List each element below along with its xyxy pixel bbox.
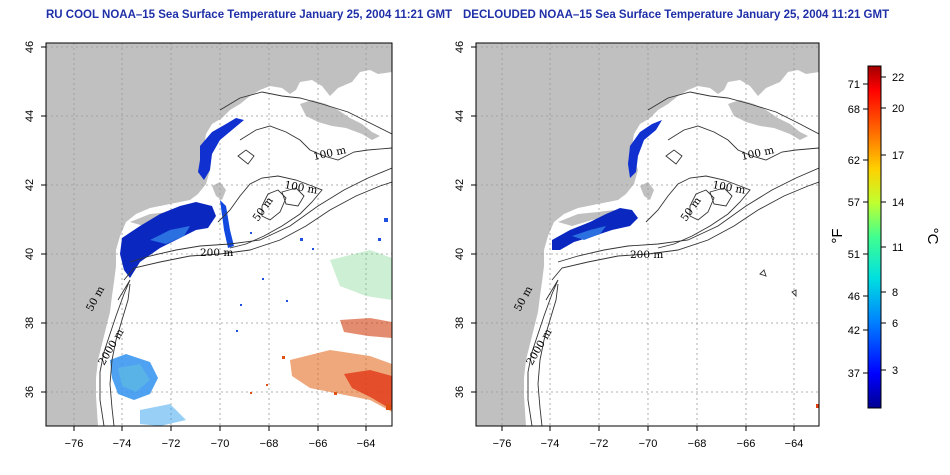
- cb-f-42: 42: [848, 325, 860, 337]
- colorbar: 71 68 62 57 51 46 42 37 22 20 17 14 11 8…: [829, 65, 941, 409]
- right-ytick-40: 40: [454, 248, 466, 260]
- cb-c-8: 8: [892, 287, 898, 299]
- right-sst-field: [552, 120, 819, 408]
- cb-f-57: 57: [848, 197, 860, 209]
- left-xtick-64: −64: [357, 438, 376, 450]
- right-ytick-42: 42: [454, 179, 466, 191]
- colorbar-ticks: [863, 76, 886, 374]
- colorbar-c-unit: °C: [924, 228, 941, 245]
- right-grid: [476, 43, 819, 426]
- right-x-axis: −76 −74 −72 −70 −68 −66 −64: [493, 426, 804, 450]
- right-nova-scotia: [728, 100, 808, 140]
- right-xtick-74: −74: [541, 438, 560, 450]
- right-label-50m-a: 50 m: [679, 195, 704, 224]
- left-ytick-46: 46: [24, 41, 36, 53]
- left-xtick-74: −74: [113, 438, 132, 450]
- left-map-content: 100 m 100 m 50 m 200 m 50 m 2000 m: [46, 43, 392, 426]
- left-xtick-70: −70: [211, 438, 230, 450]
- right-ytick-44: 44: [454, 110, 466, 122]
- cb-f-51: 51: [848, 249, 860, 261]
- right-xtick-70: −70: [639, 438, 658, 450]
- right-map-title: DECLOUDED NOAA–15 Sea Surface Temperatur…: [463, 9, 890, 21]
- left-y-axis: 46 44 42 40 38 36: [24, 41, 46, 398]
- cb-c-11: 11: [892, 242, 903, 254]
- left-xtick-76: −76: [65, 438, 84, 450]
- cb-c-14: 14: [892, 197, 904, 209]
- left-xtick-68: −68: [260, 438, 279, 450]
- right-long-island: [558, 210, 614, 226]
- left-ytick-40: 40: [24, 248, 36, 260]
- right-label-200m: 200 m: [630, 249, 663, 261]
- colorbar-c-ticks: 22 20 17 14 11 8 6 3: [892, 72, 904, 377]
- left-ytick-44: 44: [24, 110, 36, 122]
- left-ytick-42: 42: [24, 179, 36, 191]
- left-xtick-72: −72: [162, 438, 181, 450]
- cb-f-71: 71: [848, 79, 860, 91]
- colorbar-f-unit: °F: [829, 228, 846, 243]
- right-xtick-66: −66: [737, 438, 756, 450]
- right-map: 100 m 100 m 50 m 200 m 50 m 2000 m −76 −…: [454, 41, 820, 450]
- right-land: [476, 43, 819, 426]
- cb-c-6: 6: [892, 318, 898, 330]
- left-land: [46, 43, 392, 426]
- right-xtick-72: −72: [590, 438, 609, 450]
- left-x-axis: −76 −74 −72 −70 −68 −66 −64: [65, 426, 376, 450]
- left-contours: [99, 91, 392, 426]
- right-ytick-38: 38: [454, 317, 466, 329]
- cb-f-62: 62: [848, 155, 860, 167]
- cb-c-17: 17: [892, 150, 904, 162]
- left-label-50m-a: 50 m: [251, 195, 276, 224]
- right-cape-cod: [640, 182, 654, 200]
- left-sst-field: [110, 118, 392, 426]
- left-xtick-66: −66: [309, 438, 328, 450]
- right-xtick-76: −76: [493, 438, 512, 450]
- right-label-100m-a: 100 m: [740, 144, 775, 163]
- cb-c-3: 3: [892, 365, 898, 377]
- left-ytick-38: 38: [24, 317, 36, 329]
- left-label-100m-a: 100 m: [312, 144, 347, 163]
- cb-f-68: 68: [848, 104, 860, 116]
- cb-c-22: 22: [892, 72, 904, 84]
- right-map-content: 100 m 100 m 50 m 200 m 50 m 2000 m: [476, 43, 819, 426]
- right-ytick-46: 46: [454, 41, 466, 53]
- cb-c-20: 20: [892, 103, 904, 115]
- left-cape-cod: [212, 182, 226, 200]
- left-ytick-36: 36: [24, 386, 36, 398]
- cb-f-46: 46: [848, 291, 860, 303]
- left-nova-scotia: [300, 100, 380, 140]
- right-label-100m-b: 100 m: [711, 179, 746, 197]
- right-xtick-68: −68: [688, 438, 707, 450]
- right-y-axis: 46 44 42 40 38 36: [454, 41, 476, 398]
- right-contours: [527, 91, 819, 426]
- left-map-title: RU COOL NOAA–15 Sea Surface Temperature …: [46, 9, 453, 21]
- colorbar-gradient: [867, 65, 882, 409]
- cb-f-37: 37: [848, 368, 860, 380]
- colorbar-f-ticks: 71 68 62 57 51 46 42 37: [848, 79, 860, 380]
- left-map: 100 m 100 m 50 m 200 m 50 m 2000 m −76 −…: [24, 41, 393, 450]
- right-ytick-36: 36: [454, 386, 466, 398]
- left-map-frame: [45, 42, 393, 427]
- left-label-200m: 200 m: [200, 247, 233, 259]
- right-xtick-64: −64: [785, 438, 804, 450]
- left-label-100m-b: 100 m: [283, 179, 318, 197]
